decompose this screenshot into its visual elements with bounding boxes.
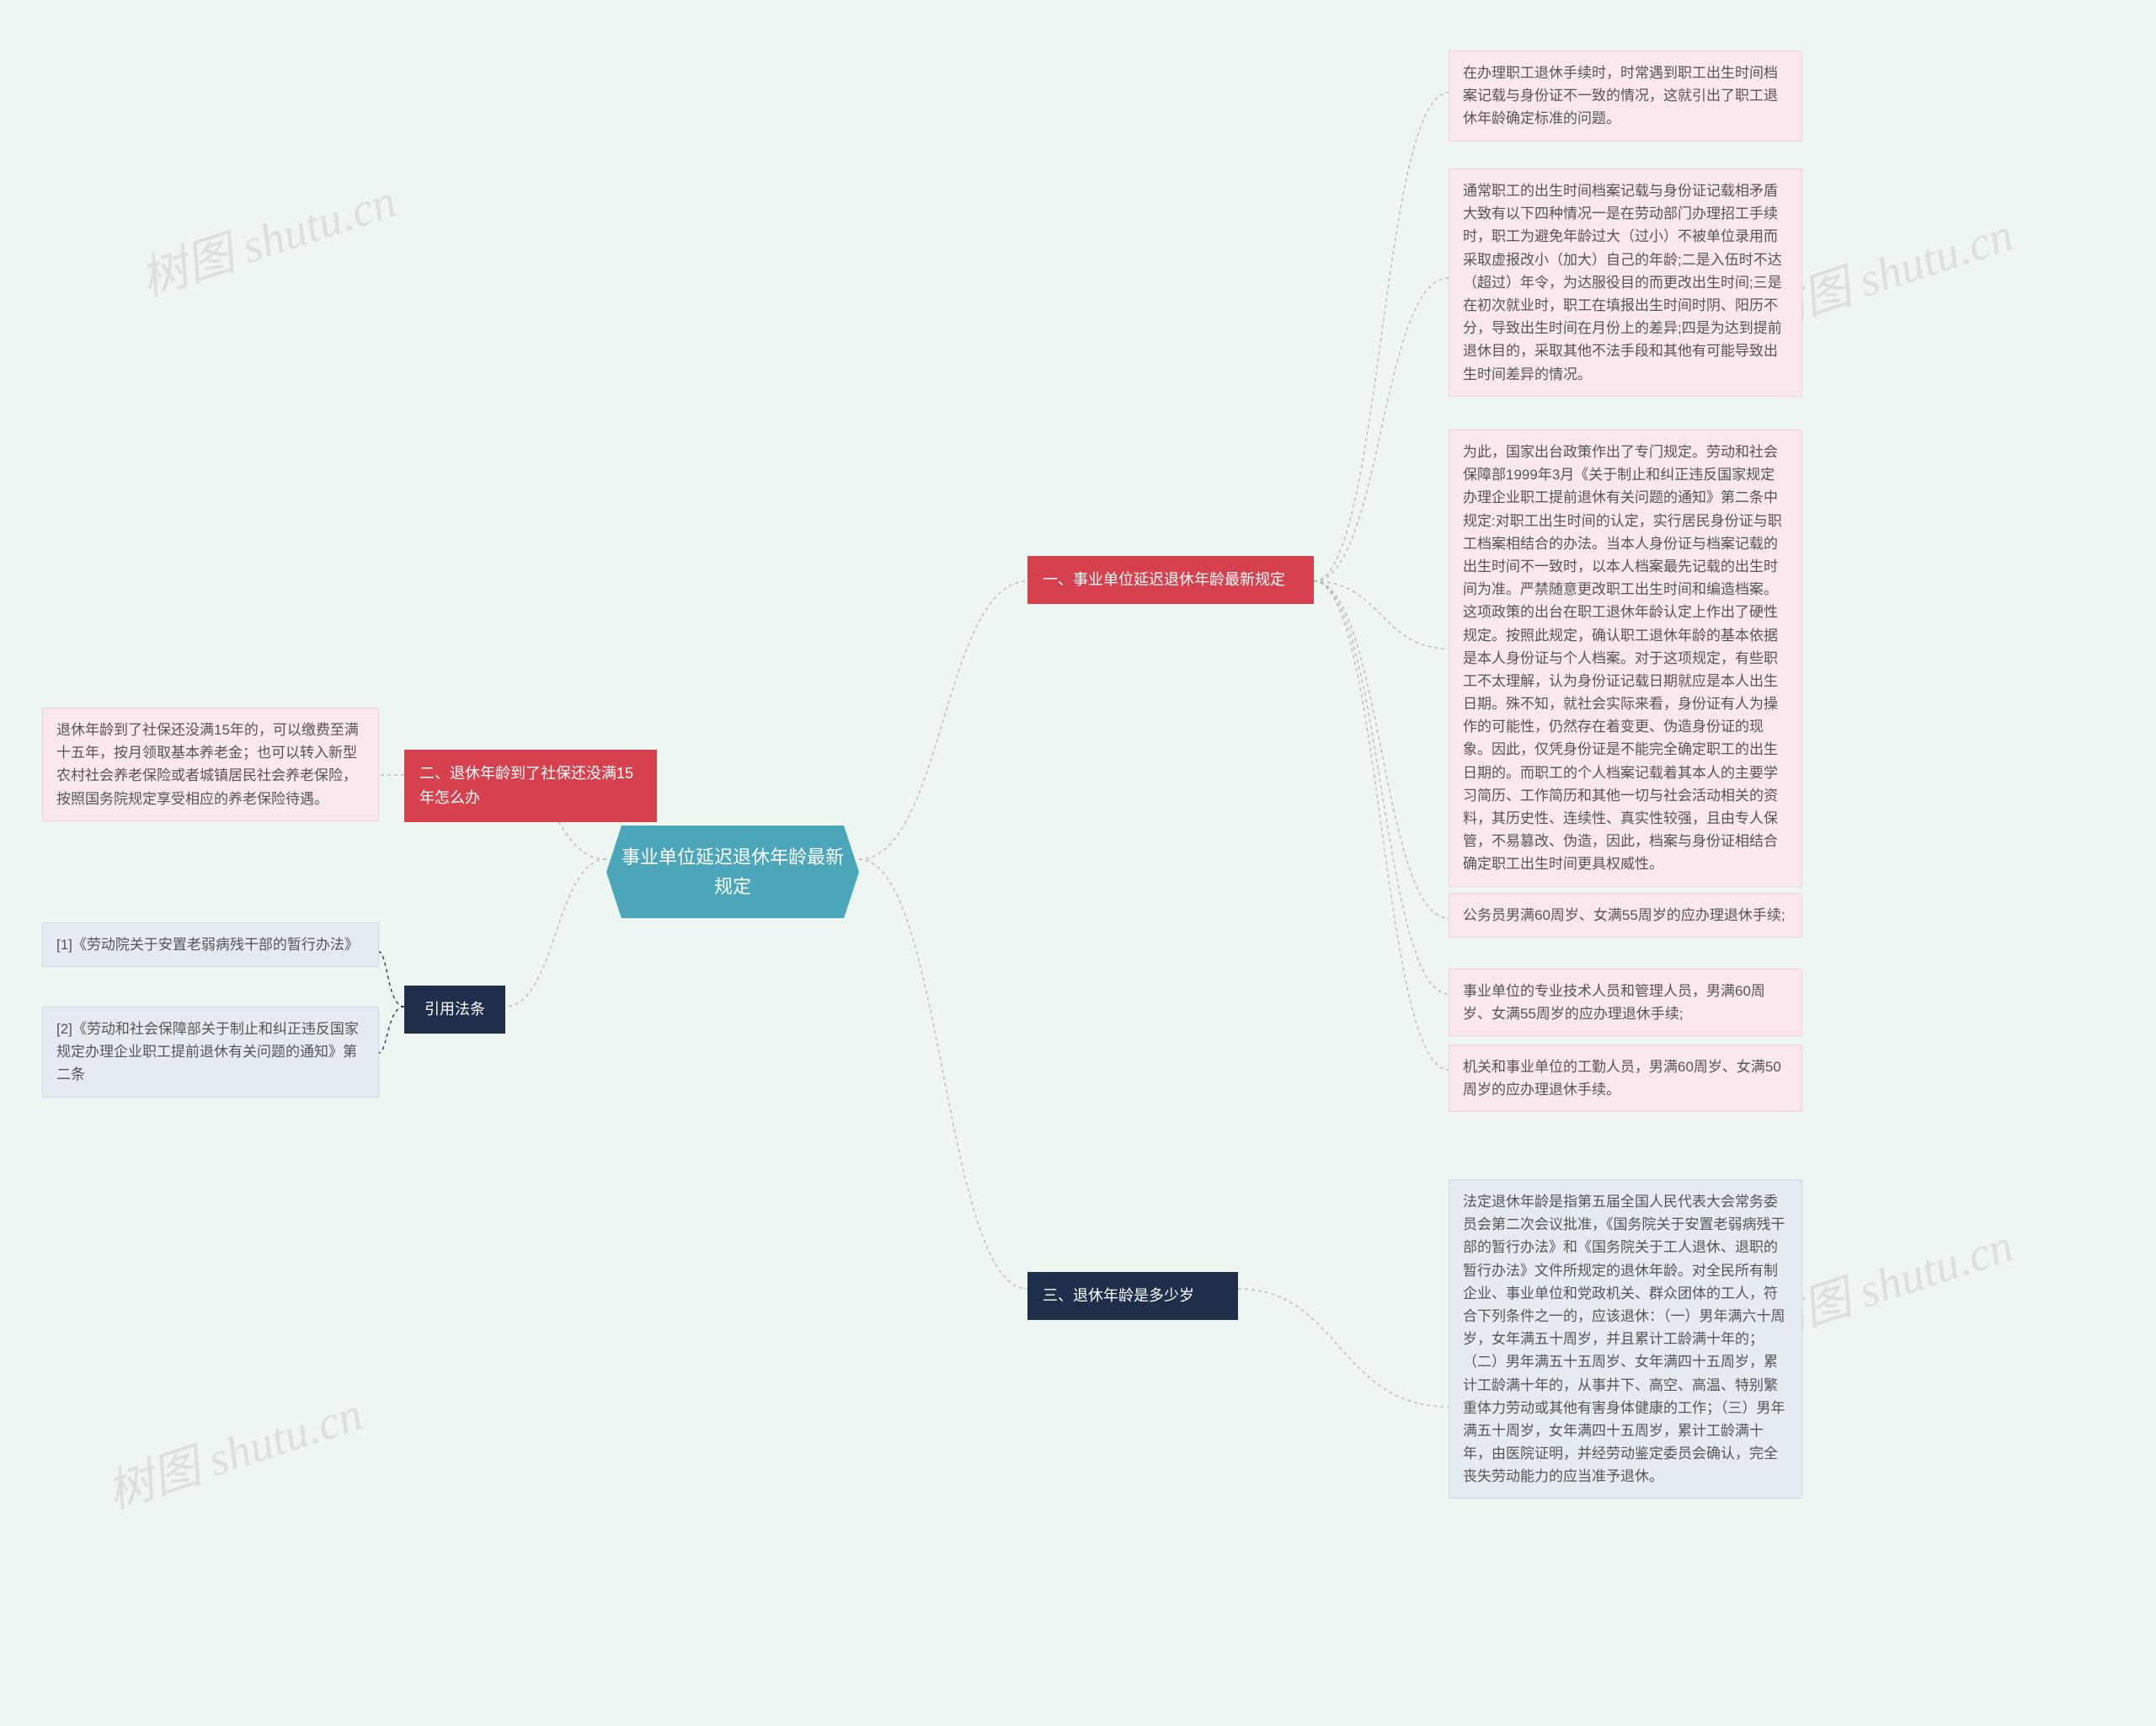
branch-3-leaf-1: 法定退休年龄是指第五届全国人民代表大会常务委员会第二次会议批准，《国务院关于安置… [1449,1179,1802,1499]
watermark: 树图 shutu.cn [131,163,403,309]
branch-2-leaf-1: 退休年龄到了社保还没满15年的，可以缴费至满十五年，按月领取基本养老金；也可以转… [42,708,379,821]
branch-4[interactable]: 引用法条 [404,986,505,1034]
root-title: 事业单位延迟退休年龄最新规定 [622,847,844,897]
branch-4-title: 引用法条 [424,1001,485,1018]
branch-1[interactable]: 一、事业单位延迟退休年龄最新规定 [1027,556,1314,604]
watermark: 树图 shutu.cn [97,1376,370,1522]
branch-1-leaf-1: 在办理职工退休手续时，时常遇到职工出生时间档案记载与身份证不一致的情况，这就引出… [1449,51,1802,142]
root-node[interactable]: 事业单位延迟退休年龄最新规定 [606,826,859,918]
branch-1-leaf-6: 机关和事业单位的工勤人员，男满60周岁、女满50周岁的应办理退休手续。 [1449,1045,1802,1112]
branch-1-leaf-4: 公务员男满60周岁、女满55周岁的应办理退休手续; [1449,893,1802,938]
branch-1-leaf-2: 通常职工的出生时间档案记载与身份证记载相矛盾大致有以下四种情况一是在劳动部门办理… [1449,168,1802,397]
branch-1-leaf-5: 事业单位的专业技术人员和管理人员，男满60周岁、女满55周岁的应办理退休手续; [1449,969,1802,1036]
branch-1-leaf-3: 为此，国家出台政策作出了专门规定。劳动和社会保障部1999年3月《关于制止和纠正… [1449,430,1802,887]
branch-2[interactable]: 二、退休年龄到了社保还没满15年怎么办 [404,750,657,822]
branch-3[interactable]: 三、退休年龄是多少岁 [1027,1272,1238,1320]
branch-4-leaf-2: [2]《劳动和社会保障部关于制止和纠正违反国家规定办理企业职工提前退休有关问题的… [42,1007,379,1098]
branch-2-title: 二、退休年龄到了社保还没满15年怎么办 [419,765,633,806]
connectors-svg [0,0,2156,1726]
branch-4-leaf-1: [1]《劳动院关于安置老弱病残干部的暂行办法》 [42,922,379,967]
branch-1-title: 一、事业单位延迟退休年龄最新规定 [1043,571,1285,588]
branch-3-title: 三、退休年龄是多少岁 [1043,1287,1194,1304]
